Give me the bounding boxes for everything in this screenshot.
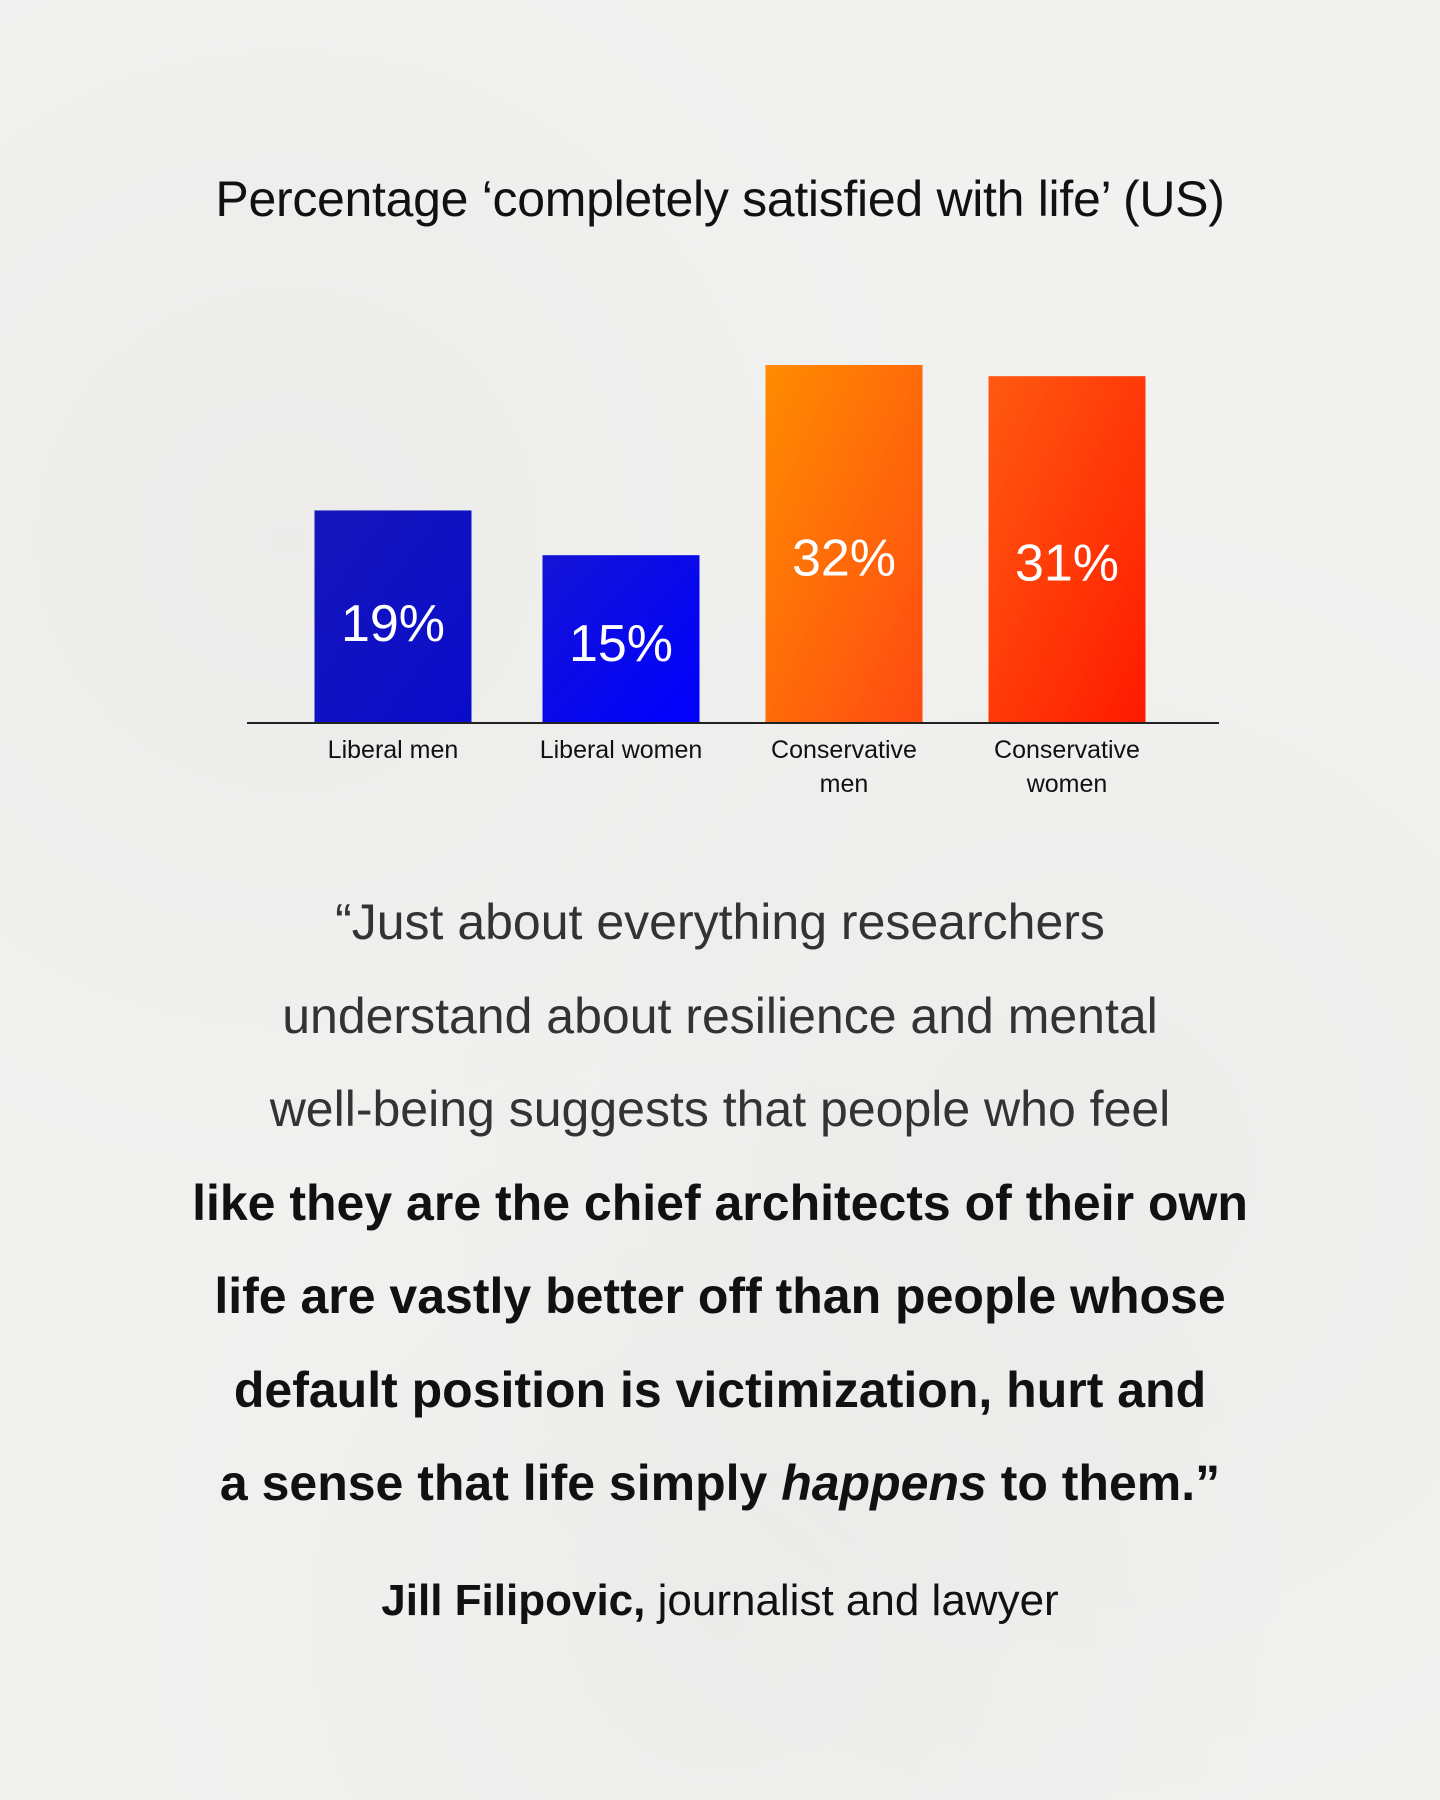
quote-line: well-being suggests that people who feel	[269, 1081, 1171, 1137]
quote-line-emphasized: life are vastly better off than people w…	[214, 1268, 1226, 1324]
x-tick-label: Conservative	[771, 736, 917, 764]
bar-value-label: 32%	[792, 530, 896, 588]
bar-chart: 19% 15% 32% 31% Liberal men Liberal women Con…	[247, 365, 1219, 798]
bar-value-label: 15%	[569, 615, 673, 673]
bar-liberal-men	[314, 510, 472, 723]
quote-text-after: to them.”	[986, 1455, 1221, 1511]
attribution: Jill Filipovic, journalist and lawyer	[0, 1576, 1440, 1626]
bar-value-label: 19%	[341, 595, 445, 653]
quote-line-emphasized: a sense that life simply happens to them…	[120, 1437, 1320, 1531]
quote-line: understand about resilience and mental	[282, 987, 1158, 1044]
x-tick-label: Liberal women	[540, 736, 703, 764]
bar-value-label: 31%	[1015, 535, 1119, 593]
quote-line-emphasized: like they are the chief architects of th…	[192, 1174, 1248, 1231]
quote-line-emphasized: default position is victimization, hurt …	[233, 1361, 1207, 1418]
x-tick-label: Conservative	[994, 736, 1140, 764]
quote-text-before: a sense that life simply	[219, 1455, 782, 1511]
x-tick-label: women	[1026, 770, 1108, 798]
bar-conservative-women	[988, 376, 1146, 723]
attribution-role: journalist and lawyer	[645, 1576, 1059, 1625]
quote-block: “Just about everything researchers under…	[120, 876, 1320, 1531]
quote-italic-word: happens	[781, 1455, 987, 1511]
bar-conservative-men	[765, 365, 923, 723]
quote-line: “Just about everything researchers	[335, 894, 1105, 950]
x-tick-label: Liberal men	[328, 736, 459, 764]
category-labels-layer: Liberal men Liberal women Conservative men C…	[328, 736, 1140, 798]
x-tick-label: men	[820, 770, 869, 798]
chart-title: Percentage ‘completely satisfied with li…	[215, 171, 1225, 227]
bar-liberal-women	[542, 555, 700, 723]
bars-layer: 19% 15% 32% 31%	[314, 365, 1146, 723]
attribution-author: Jill Filipovic,	[381, 1576, 646, 1625]
